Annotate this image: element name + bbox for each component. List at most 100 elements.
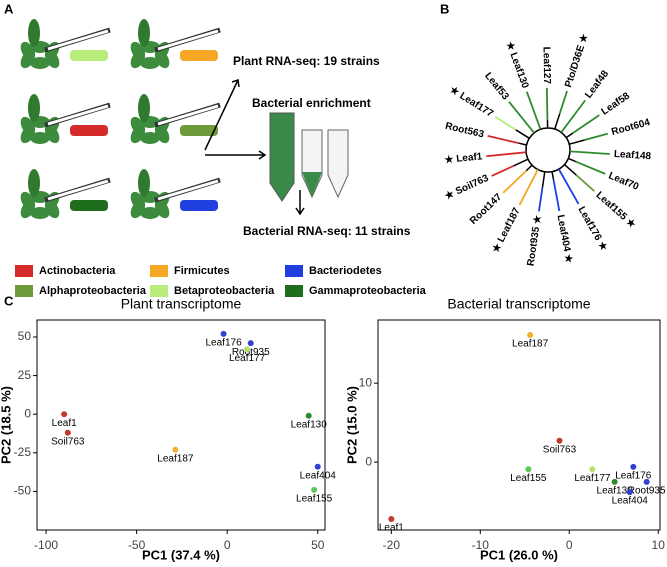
leaf-shape [28, 169, 40, 197]
tree-leaf-label: Leaf148 [614, 149, 652, 162]
point [247, 340, 254, 347]
tube [180, 125, 218, 136]
label: Bacterial RNA-seq: 11 strains [243, 224, 411, 238]
x-tick-label: -100 [34, 538, 58, 552]
leaf-shape [30, 132, 50, 144]
leaf-shape [20, 124, 36, 144]
tree-branch [565, 132, 574, 139]
legend-label: Gammaproteobacteria [309, 285, 427, 297]
point-label: Soil763 [51, 436, 85, 447]
tree-branch [491, 165, 514, 177]
point-label: Leaf130 [597, 485, 634, 496]
point [589, 466, 596, 473]
y-tick-label: 10 [359, 375, 373, 389]
tree-leaf-label: Root935 ★ [526, 214, 544, 266]
point-label: Leaf176 [615, 470, 652, 481]
tree-leaf-label: ★ Soil763 [443, 173, 490, 203]
legend-swatch [150, 285, 168, 297]
point-label: Leaf176 [205, 338, 242, 349]
point-label: Leaf177 [229, 353, 266, 364]
tree-branch [513, 158, 529, 167]
leaf-shape [138, 19, 150, 47]
tree-branch [584, 132, 609, 141]
y-tick-label: -50 [14, 484, 32, 498]
legend-label: Firmicutes [174, 265, 230, 277]
tree-branch [558, 90, 568, 115]
leaf-shape [130, 49, 146, 69]
label: Bacterial enrichment [252, 96, 371, 110]
tree-leaf-label: Leaf404 ★ [555, 214, 575, 264]
leaf-shape [20, 49, 36, 69]
legend-swatch [15, 285, 33, 297]
point-label: Root935 [232, 347, 270, 358]
point-label: Root935 [628, 485, 666, 496]
point-label: Leaf177 [574, 473, 611, 484]
tree-branch [558, 168, 580, 205]
point [311, 486, 318, 493]
tree-leaf-label: Leaf58 [600, 90, 633, 117]
point [626, 489, 633, 496]
tree-branch [569, 139, 585, 145]
x-tick-label: 0 [224, 538, 231, 552]
tree-branch [525, 164, 533, 172]
tree-branch [518, 142, 527, 146]
point-label: Leaf130 [291, 419, 328, 430]
leaf-shape [130, 199, 146, 219]
leaf-shape [140, 207, 160, 219]
point [388, 515, 395, 522]
legend-swatch [285, 265, 303, 277]
tree-leaf-label: Root563 [444, 121, 485, 141]
x-axis-label: PC1 (37.4 %) [142, 547, 220, 562]
tree-branch [525, 91, 542, 130]
label: Plant RNA-seq: 19 strains [233, 54, 380, 68]
tree-branch [541, 171, 546, 188]
syringe-core [47, 104, 109, 126]
legend-label: Alphaproteobacteria [39, 285, 147, 297]
tree-branch [568, 157, 576, 163]
syringe-core [157, 29, 219, 51]
tree-core [525, 127, 571, 173]
point-label: Leaf187 [512, 339, 549, 350]
x-tick-label: 10 [652, 538, 666, 552]
tree-branch [551, 171, 555, 180]
point-label: Leaf404 [300, 470, 337, 481]
syringe-core [157, 104, 219, 126]
point [556, 437, 563, 444]
point [611, 478, 618, 485]
point-label: Leaf155 [510, 473, 547, 484]
point [527, 332, 534, 338]
x-tick-label: -10 [472, 538, 490, 552]
leaf-shape [30, 207, 50, 219]
chart-title: Bacterial transcriptome [447, 296, 590, 312]
point-label: Leaf187 [157, 453, 194, 464]
tree-branch [563, 164, 577, 176]
syringe-core [157, 179, 219, 201]
point [64, 429, 71, 436]
tree-leaf-label: Leaf53 [482, 71, 511, 103]
chart-title: Plant transcriptome [121, 296, 242, 312]
point [643, 478, 650, 485]
point [220, 330, 227, 337]
tree-branch [518, 169, 539, 206]
tree-leaf-label: ★ Leaf130 [503, 40, 530, 90]
legend-label: Bacteriodetes [309, 265, 382, 277]
y-tick-label: 0 [24, 406, 31, 420]
point-label: Leaf155 [296, 493, 333, 504]
tree-branch [486, 151, 527, 158]
panel-label: C [4, 293, 14, 308]
point [630, 463, 637, 470]
panel-label: A [4, 1, 14, 16]
y-tick-label: 25 [18, 368, 32, 382]
x-tick-label: 0 [566, 538, 573, 552]
legend-swatch [150, 265, 168, 277]
point [244, 346, 251, 353]
point [525, 466, 532, 473]
y-axis-label: PC2 (18.5 %) [0, 386, 13, 464]
tree-leaf-label: Root147 [468, 191, 504, 227]
tree-branch [515, 129, 530, 139]
plot-frame [36, 319, 326, 531]
tree-branch [545, 87, 549, 121]
leaf-shape [138, 94, 150, 122]
tubes [269, 112, 349, 202]
point [172, 446, 179, 453]
